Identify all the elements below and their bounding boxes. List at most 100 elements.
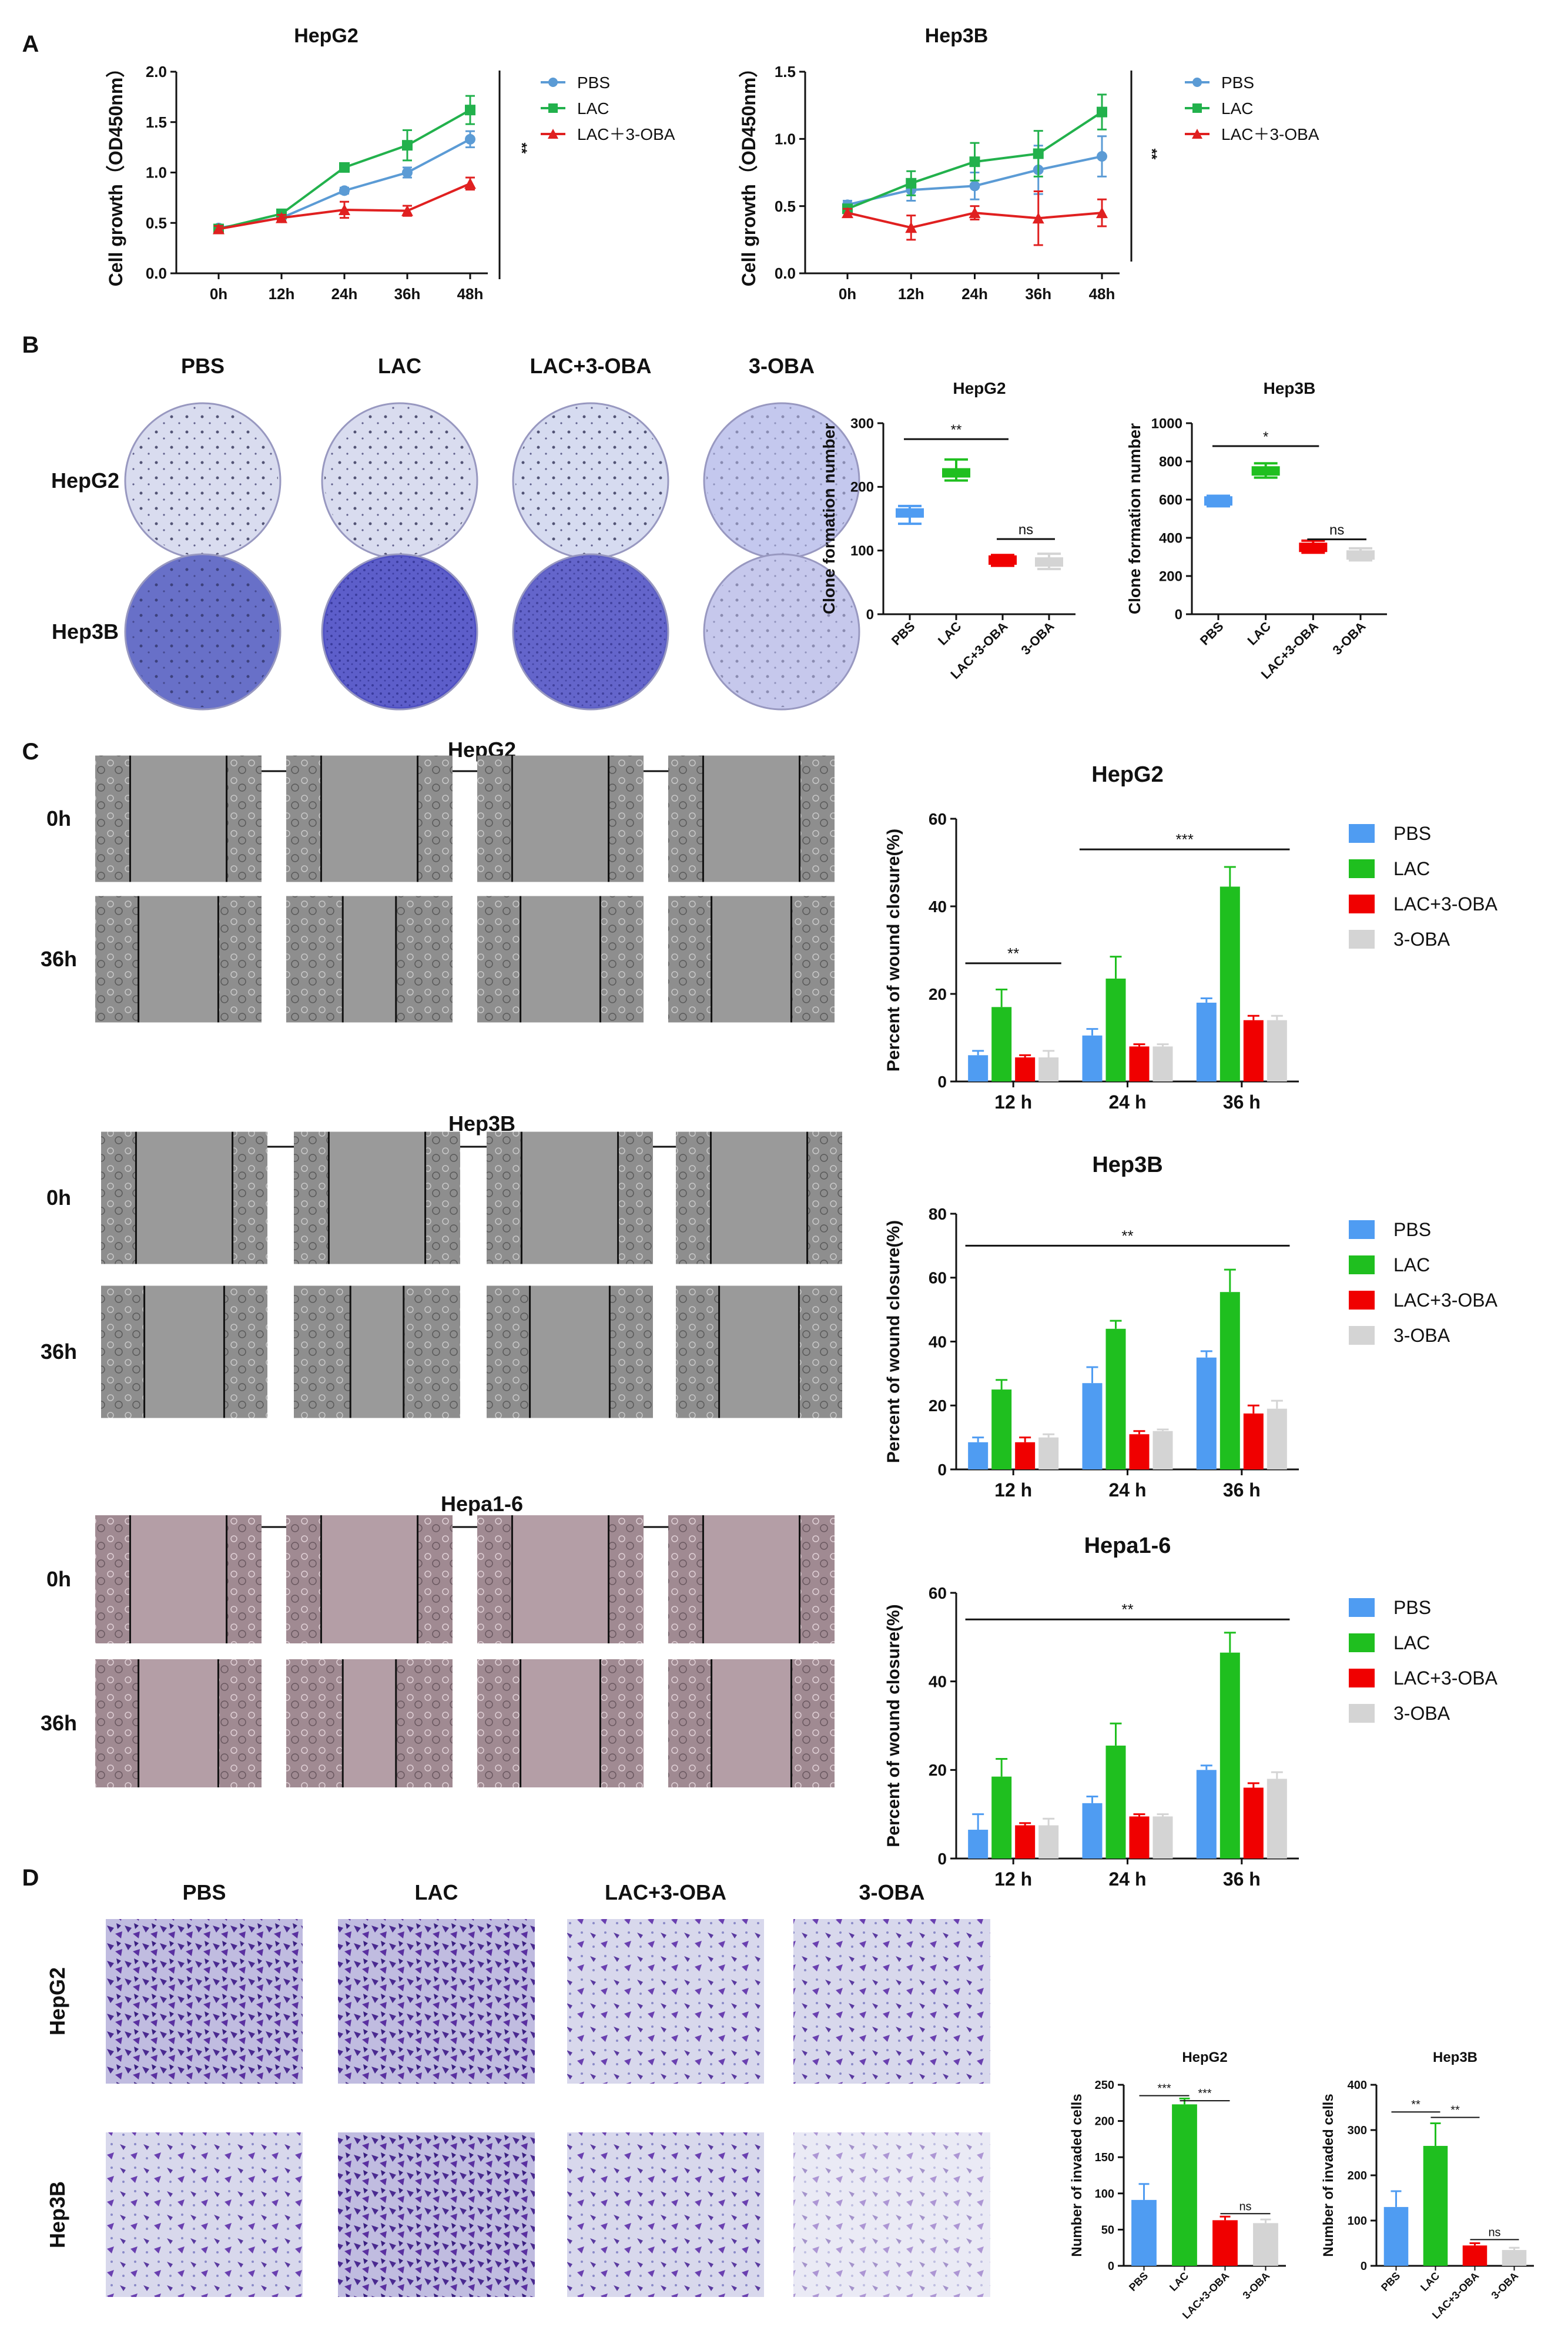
B2-xtick-label: PBS: [1197, 619, 1227, 648]
wound-gap: [703, 1515, 800, 1643]
legend-a1-label: PBS: [1221, 73, 1254, 92]
wound-gap: [711, 1659, 792, 1787]
C3-ylabel: Percent of wound closure(%): [884, 1604, 903, 1847]
C3-bar: [991, 1776, 1012, 1859]
C1-xtick-label: 24 h: [1108, 1091, 1146, 1113]
D2-bar: [1423, 2145, 1448, 2266]
D1-bar: [1131, 2199, 1157, 2266]
A2-xtick-label: 24h: [961, 285, 988, 303]
c-time-label: 0h: [46, 806, 71, 831]
c-time-label: 36h: [41, 1340, 77, 1364]
D1-sig-label: ***: [1198, 2087, 1212, 2100]
C3-ytick-label: 60: [929, 1584, 947, 1602]
marker-square: [906, 178, 917, 189]
B2-ytick-label: 800: [1159, 454, 1182, 470]
C1-bar: [1243, 1020, 1264, 1081]
A2-ytick-label: 1.5: [775, 63, 796, 81]
marker-triangle: [401, 205, 413, 216]
A1-xtick-label: 48h: [457, 285, 484, 303]
marker-square: [402, 140, 413, 151]
C3-legend-label: LAC: [1393, 1632, 1430, 1653]
wound-gap: [138, 1659, 219, 1787]
marker-circle: [402, 167, 413, 178]
transwell-image: [338, 2132, 535, 2297]
A2-ytick-label: 0.0: [775, 264, 796, 282]
C3-xtick-label: 12 h: [994, 1868, 1032, 1890]
D1-sig-label: ns: [1239, 2200, 1251, 2213]
d-col-label: 3-OBA: [859, 1880, 924, 1904]
D1-ytick-label: 200: [1095, 2115, 1114, 2128]
C1-bar: [1038, 1057, 1059, 1081]
A2-title: Hep3B: [925, 25, 989, 47]
transwell-image: [106, 1919, 303, 2084]
wound-gap: [521, 1131, 618, 1264]
B1-ytick-label: 200: [850, 480, 874, 495]
marker-triangle: [339, 203, 350, 215]
C3-legend-swatch: [1349, 1633, 1375, 1652]
marker-triangle: [276, 212, 287, 223]
c-group-title: Hep3B: [448, 1111, 515, 1136]
marker-triangle: [548, 129, 558, 139]
wound-gap: [711, 1131, 808, 1264]
C2-legend-label: 3-OBA: [1393, 1325, 1450, 1346]
b-row-label: Hep3B: [52, 620, 119, 644]
colonies: [128, 557, 278, 707]
colonies: [324, 557, 475, 707]
D2-ytick-label: 100: [1348, 2215, 1367, 2228]
D1-bar: [1253, 2223, 1278, 2266]
C1-bar: [1015, 1057, 1036, 1081]
D2-sig-label: ns: [1488, 2226, 1500, 2239]
C2-bar: [1243, 1413, 1264, 1469]
D2-title: Hep3B: [1433, 2050, 1477, 2065]
wound-gap: [144, 1285, 225, 1418]
A2-xtick-label: 12h: [898, 285, 924, 303]
A1-ytick-label: 0.0: [146, 264, 167, 282]
C2-legend-label: LAC+3-OBA: [1393, 1290, 1498, 1311]
c-time-label: 36h: [41, 947, 77, 971]
C1-ylabel: Percent of wound closure(%): [884, 829, 903, 1071]
D1-xtick-label: LAC: [1167, 2270, 1191, 2293]
colonies: [515, 406, 666, 556]
D1-xtick-label: PBS: [1127, 2270, 1150, 2293]
C1-legend-label: 3-OBA: [1393, 929, 1450, 950]
C2-legend-swatch: [1349, 1326, 1375, 1345]
d-col-label: LAC: [415, 1880, 458, 1904]
C3-legend-label: LAC+3-OBA: [1393, 1667, 1498, 1689]
a2-sig-label: **: [1144, 149, 1160, 160]
D2-sig-label: **: [1450, 2104, 1460, 2117]
marker-circle: [465, 133, 475, 145]
C1-ytick-label: 40: [929, 898, 947, 916]
A2-xtick-label: 0h: [839, 285, 856, 303]
B1-median-box: [896, 508, 924, 518]
b-row-label: HepG2: [51, 468, 119, 493]
B2-ytick-label: 400: [1159, 530, 1182, 546]
C1-xtick-label: 12 h: [994, 1091, 1032, 1113]
B2-median-box: [1299, 543, 1328, 552]
B1-ytick-label: 100: [850, 543, 874, 559]
B2-ytick-label: 0: [1175, 607, 1182, 622]
A1-title: HepG2: [294, 25, 359, 47]
wound-gap: [321, 1515, 418, 1643]
B1-xtick-label: PBS: [889, 619, 918, 648]
transwell-image: [567, 2132, 764, 2297]
A2-ylabel: Cell growth（OD450nm）: [738, 59, 759, 287]
C3-bar: [1196, 1770, 1217, 1859]
B1-sig-label: **: [951, 422, 962, 438]
C3-sig-label: **: [1121, 1600, 1133, 1618]
A1-ytick-label: 2.0: [146, 63, 167, 81]
C3-legend-label: 3-OBA: [1393, 1703, 1450, 1724]
C3-bar: [1267, 1779, 1287, 1859]
C1-bar: [1219, 886, 1240, 1081]
colonies: [128, 406, 278, 556]
C1-legend-swatch: [1349, 930, 1375, 949]
C3-bar: [1105, 1745, 1126, 1859]
marker-square: [1192, 103, 1202, 113]
wound-gap: [512, 755, 609, 882]
C3-legend-swatch: [1349, 1669, 1375, 1687]
C3-xtick-label: 36 h: [1223, 1868, 1261, 1890]
marker-triangle: [969, 207, 981, 219]
C3-ytick-label: 40: [929, 1672, 947, 1690]
A1-xtick-label: 0h: [210, 285, 227, 303]
C3-legend-label: PBS: [1393, 1597, 1431, 1618]
colonies: [324, 406, 475, 556]
